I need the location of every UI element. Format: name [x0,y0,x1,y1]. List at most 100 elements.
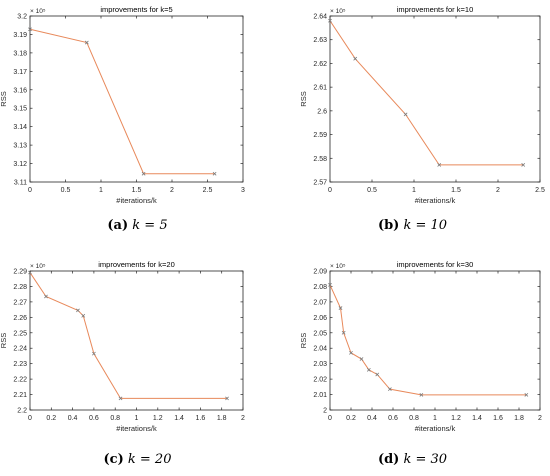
data-point [28,27,32,32]
data-point-mark [84,40,89,45]
x-tick-label: 1.2 [451,415,461,422]
x-tick-label: 0.8 [409,415,419,422]
data-point [76,308,80,313]
data-point [375,372,380,377]
data-point-mark [118,396,123,401]
x-tick-label: 1.2 [153,415,163,422]
data-point-mark [437,163,442,167]
data-point-mark [524,392,529,397]
data-point [328,18,332,23]
data-point-mark [403,112,408,117]
y-tick-label: 2.25 [13,330,27,337]
x-tick-label: 1.6 [196,415,206,422]
y-tick-label: 2.06 [313,315,327,322]
chart-title: improvements for k=5 [100,5,172,14]
y-tick-label: 2.6 [317,108,327,115]
data-point [403,112,408,117]
data-point [225,396,229,401]
x-axis-label: #iterations/k [415,424,456,433]
plot-area [329,15,541,183]
x-tick-label: 0 [328,415,332,422]
data-point-mark [359,357,364,361]
y-tick-label: 2.23 [13,361,27,368]
y-tick-label: 3.11 [14,180,27,187]
x-tick-label: 0 [328,187,332,194]
data-point [212,171,217,176]
data-point [419,392,424,397]
data-point-mark [92,351,96,356]
chart-panel-b: 0 0.5 1 1.5 2 2.5 2.57 2.58 2.59 2.6 2.61 2.62 2.63 2… [275,0,550,238]
data-point-mark [387,387,392,392]
y-tick-label: 2.04 [313,346,327,353]
data-point-mark [341,330,346,335]
caption-c-math: k = 20 [127,452,172,467]
data-point [328,283,332,287]
y-axis-label: RSS [0,333,8,348]
x-tick-label: 1 [412,187,416,194]
x-tick-label: 0.4 [68,415,78,422]
y-tick-label: 3.18 [13,50,27,57]
caption-d-math: k = 30 [403,452,448,467]
x-axis-label: #iterations/k [116,424,157,433]
data-point-mark [44,294,48,299]
caption-a: (a) k = 5 [0,218,275,233]
data-point-mark [328,283,332,287]
y-tick-label: 2.08 [313,284,327,291]
x-tick-label: 1.8 [514,415,524,422]
y-tick-label: 2.63 [313,37,327,44]
x-tick-label: 0 [28,187,32,194]
x-tick-label: 1.5 [451,187,461,194]
y-axis-label: RSS [0,91,8,106]
caption-c-label: (c) [103,452,124,467]
y-tick-label: 2.62 [313,61,327,68]
data-point-mark [28,270,32,275]
chart-title: improvements for k=20 [98,260,175,269]
y-tick-label: 2.57 [313,180,327,187]
x-tick-label: 1 [99,187,103,194]
chart-panel-d: 0 0.2 0.4 0.6 0.8 1 1.2 1.4 1.6 1.8 2 2 2.01 2.02 2.03… [275,238,550,476]
x-tick-label: 0.2 [46,415,56,422]
y-tick-label: 3.16 [13,87,27,94]
caption-c: (c) k = 20 [0,452,275,467]
y-tick-label: 2.09 [313,269,327,276]
y-tick-label: 2.02 [313,377,327,384]
series-line [329,284,527,396]
y-tick-label: 2.28 [13,284,27,291]
data-point-mark [141,171,146,176]
data-point [353,56,358,61]
data-point [366,367,371,372]
y-tick-label: 2.24 [13,346,27,353]
x-tick-label: 0.5 [367,187,377,194]
y-tick-label: 2.01 [313,392,327,399]
data-point [524,392,529,397]
data-point-mark [338,306,343,310]
data-point [349,350,353,355]
chart-title: improvements for k=10 [397,5,474,14]
chart-panel-c: 0 0.2 0.4 0.6 0.8 1 1.2 1.4 1.6 1.8 2 2.2 2.21 2.22 2.… [0,238,275,476]
x-tick-label: 1 [135,415,139,422]
y-tick-label: 2.58 [313,156,327,163]
y-tick-label: 3.19 [13,32,27,39]
x-tick-label: 0.2 [346,415,356,422]
x-tick-label: 2 [241,415,245,422]
x-tick-label: 1.4 [174,415,184,422]
data-point-mark [349,350,353,355]
x-tick-label: 0.6 [388,415,398,422]
chart-d: 0 0.2 0.4 0.6 0.8 1 1.2 1.4 1.6 1.8 2 2 2.01 2.02 2.03… [299,260,542,433]
x-tick-label: 1.6 [493,415,503,422]
data-point-mark [28,27,32,32]
caption-d-label: (d) [377,452,400,467]
data-point-mark [328,18,332,23]
y-tick-label: 2.21 [13,392,27,399]
chart-panel-a: 0 0.5 1 1.5 2 2.5 3 3.11 3.12 3.13 3.14 3.15 3.16 3.1… [0,0,275,238]
data-point [92,351,96,356]
caption-d: (d) k = 30 [275,452,550,467]
y-tick-label: 3.15 [13,106,27,113]
data-point-mark [81,313,86,318]
data-point-mark [419,392,424,397]
y-tick-label: 2.22 [13,377,27,384]
y-tick-label: 2.27 [13,299,27,306]
data-point-mark [375,372,380,377]
data-point [437,163,442,167]
x-axis-label: #iterations/k [116,196,157,205]
